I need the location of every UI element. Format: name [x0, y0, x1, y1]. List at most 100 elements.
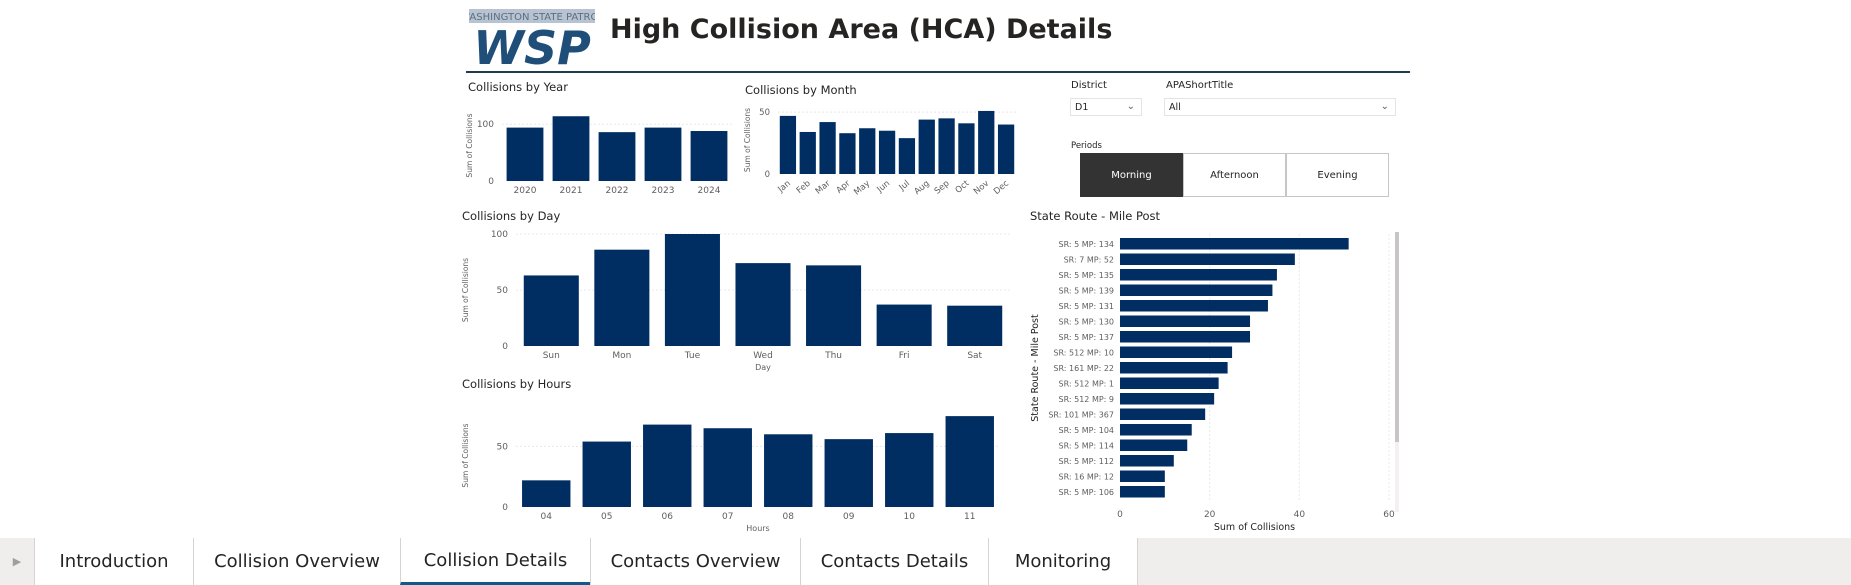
month-chart-title: Collisions by Month	[745, 83, 857, 97]
x-tick-label: 11	[964, 512, 975, 522]
district-value: D1	[1075, 102, 1089, 113]
title-divider	[466, 71, 1410, 73]
y-tick-label: 0	[488, 177, 494, 187]
x-tick-label: Wed	[753, 351, 773, 361]
y-tick-label: SR: 161 MP: 22	[1053, 364, 1114, 373]
bar	[1120, 253, 1295, 265]
y-tick-label: SR: 5 MP: 114	[1059, 442, 1115, 451]
x-tick-label: Apr	[835, 178, 853, 195]
x-tick-label: Mon	[612, 351, 631, 361]
apa-dropdown[interactable]: All ⌄	[1164, 98, 1396, 116]
bar	[806, 265, 862, 346]
x-tick-label: 0	[1117, 510, 1123, 520]
chevron-down-icon: ⌄	[1380, 101, 1389, 112]
bar	[506, 127, 544, 181]
y-tick-label: 50	[759, 108, 770, 118]
x-tick-label: 09	[843, 512, 855, 522]
bar	[945, 416, 994, 507]
scrollbar-thumb[interactable]	[1395, 232, 1399, 442]
x-tick-label: 40	[1294, 510, 1306, 520]
x-tick-label: Feb	[795, 179, 813, 196]
x-tick-label: Tue	[684, 351, 701, 361]
x-tick-label: 2024	[698, 186, 721, 196]
hours-chart-title: Collisions by Hours	[462, 377, 572, 391]
bar	[1120, 238, 1349, 250]
bar	[938, 118, 955, 174]
bar	[859, 128, 876, 174]
x-tick-label: Jun	[875, 179, 892, 196]
x-tick-label: 2022	[606, 186, 629, 196]
bar	[819, 122, 836, 174]
x-tick-label: 05	[601, 512, 612, 522]
tab-contacts-details[interactable]: Contacts Details	[800, 538, 988, 585]
tab-collision-overview[interactable]: Collision Overview	[193, 538, 400, 585]
bar	[552, 116, 590, 181]
period-evening-button[interactable]: Evening	[1286, 153, 1389, 197]
year-chart-title: Collisions by Year	[468, 80, 568, 94]
bar	[1120, 315, 1251, 327]
bar	[644, 127, 682, 181]
x-tick-label: 06	[662, 512, 674, 522]
x-tick-label: 10	[904, 512, 916, 522]
page-title: High Collision Area (HCA) Details	[610, 14, 1113, 45]
y-tick-label: SR: 101 MP: 367	[1048, 411, 1114, 420]
district-dropdown[interactable]: D1 ⌄	[1070, 98, 1142, 116]
y-axis-title: Sum of Collisions	[743, 108, 752, 172]
y-tick-label: 0	[502, 342, 508, 352]
bar	[664, 234, 720, 346]
y-tick-label: SR: 512 MP: 9	[1059, 395, 1115, 404]
bar	[1120, 362, 1228, 374]
collisions-by-year-chart[interactable]: 0 100 2020 2021 2022 2023 2024 Sum of Collision…	[460, 96, 740, 200]
route-chart-title: State Route - Mile Post	[1030, 209, 1161, 223]
x-tick-label: Sat	[967, 351, 982, 361]
bar	[898, 138, 916, 174]
x-axis-title: Sum of Collisions	[1214, 522, 1295, 533]
bar	[997, 124, 1015, 174]
bar	[1120, 300, 1268, 312]
y-tick-label: SR: 7 MP: 52	[1064, 256, 1114, 265]
x-tick-label: Fri	[899, 351, 910, 361]
y-tick-label: SR: 5 MP: 131	[1059, 302, 1115, 311]
tab-monitoring[interactable]: Monitoring	[988, 538, 1138, 585]
bar	[594, 249, 650, 346]
y-axis-title: Sum of Collisions	[461, 423, 470, 487]
bar	[824, 439, 873, 507]
period-morning-button[interactable]: Morning	[1080, 153, 1183, 197]
y-tick-label: SR: 5 MP: 130	[1059, 318, 1115, 327]
district-label: District	[1071, 80, 1107, 91]
chevron-down-icon: ⌄	[1126, 101, 1135, 112]
bar	[598, 132, 636, 181]
bar	[1120, 455, 1174, 467]
day-chart-title: Collisions by Day	[462, 209, 561, 223]
periods-label: Periods	[1071, 141, 1102, 151]
bar	[1120, 486, 1165, 498]
collisions-by-day-chart[interactable]: 0 50 100 Sun Mon Tue Wed Thu Fri Sat Sum of Collis…	[458, 224, 1016, 376]
x-tick-label: Oct	[954, 178, 972, 196]
bar	[735, 263, 791, 346]
tab-introduction[interactable]: Introduction	[34, 538, 193, 585]
y-tick-label: SR: 5 MP: 134	[1059, 240, 1115, 249]
bar	[839, 133, 856, 174]
apa-value: All	[1169, 102, 1181, 113]
y-tick-label: 100	[491, 230, 508, 240]
y-tick-label: SR: 5 MP: 106	[1059, 488, 1115, 497]
tab-collision-details[interactable]: Collision Details	[400, 538, 590, 585]
bar	[1120, 470, 1165, 482]
x-tick-label: 60	[1383, 510, 1395, 520]
bar	[1120, 424, 1192, 436]
bar	[918, 119, 935, 174]
bar	[876, 304, 932, 346]
tab-scroll-left-icon[interactable]: ▶	[12, 555, 22, 568]
x-tick-label: Dec	[992, 178, 1011, 196]
collisions-by-month-chart[interactable]: 0 50 Jan Feb Mar Apr May Jun Jul Aug Sep Oct Nov Dec S…	[740, 100, 1022, 200]
x-tick-label: Nov	[972, 179, 991, 197]
bar	[764, 434, 813, 507]
state-route-mile-post-chart[interactable]: 0 20 40 60 SR: 5 MP: 134 SR: 7 MP: 52 SR: 5 MP…	[1024, 228, 1410, 534]
y-tick-label: 50	[497, 442, 509, 452]
y-tick-label: SR: 5 MP: 137	[1059, 333, 1115, 342]
collisions-by-hours-chart[interactable]: 0 50 04 05 06 07 08 09 10 11 Sum of Collisions Hour…	[458, 394, 1016, 534]
logo-top-text: WASHINGTON STATE PATROL	[469, 12, 595, 23]
x-tick-label: Sun	[543, 351, 560, 361]
period-afternoon-button[interactable]: Afternoon	[1183, 153, 1286, 197]
tab-contacts-overview[interactable]: Contacts Overview	[590, 538, 800, 585]
